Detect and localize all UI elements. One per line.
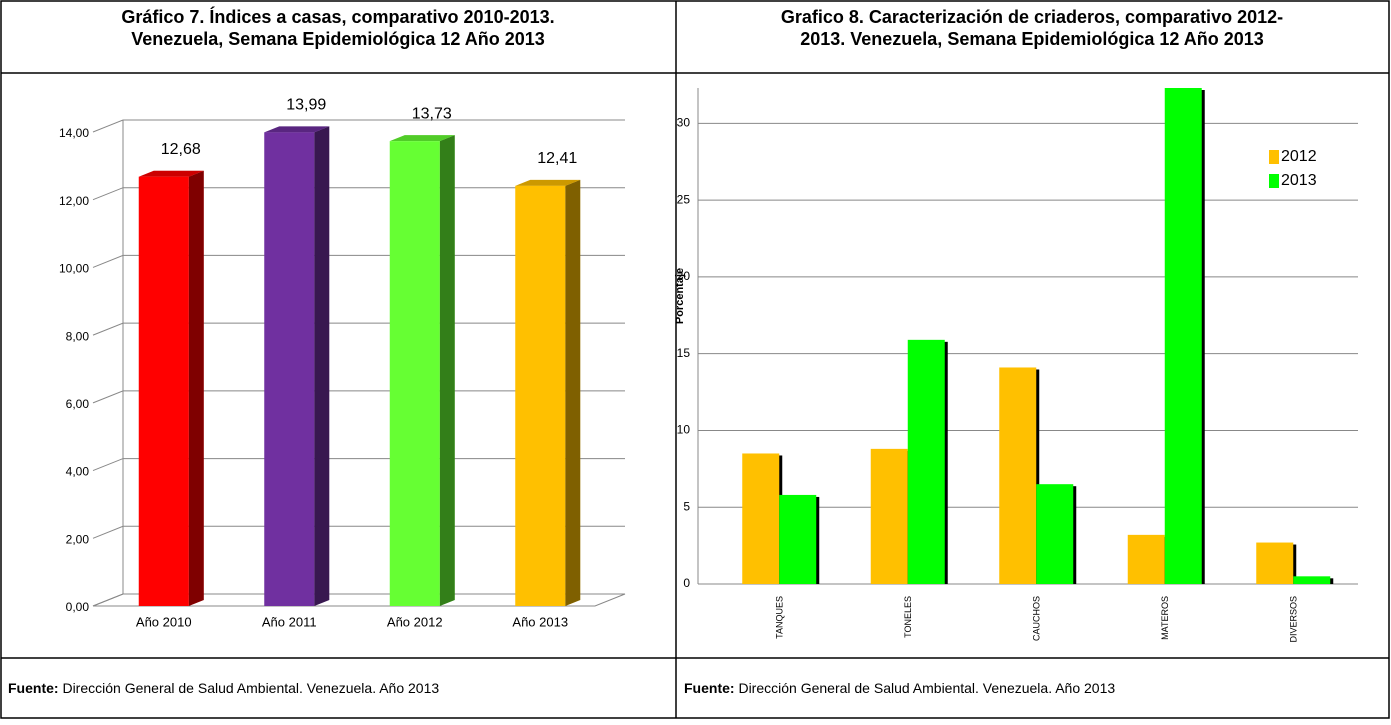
bar [1164, 88, 1202, 584]
bar-front [138, 176, 189, 607]
x-tick-label: Año 2013 [512, 614, 568, 629]
y-axis-label: Porcentaje [674, 268, 686, 324]
source-label: Fuente: [8, 680, 59, 696]
legend-swatch [1269, 174, 1279, 188]
x-tick-label: CAUCHOS [1032, 596, 1042, 641]
y-tick-label: 12,00 [59, 194, 89, 208]
x-tick-label: TANQUES [775, 596, 785, 639]
y-tick-label: 20 [677, 269, 691, 283]
bar-top [138, 170, 204, 177]
bar [999, 367, 1037, 584]
y-tick-label: 6,00 [66, 397, 90, 411]
bar-top-shade [515, 179, 581, 186]
source-text: Dirección General de Salud Ambiental. Ve… [62, 680, 439, 696]
bar [389, 135, 455, 607]
bar [907, 339, 945, 584]
y-tick-label: 5 [683, 499, 690, 513]
y-tick-label: 4,00 [66, 465, 90, 479]
bar [264, 126, 330, 607]
bar [742, 453, 780, 584]
bar [1256, 542, 1294, 584]
bar-front [389, 141, 440, 607]
bar [870, 448, 908, 584]
data-label: 12,41 [537, 150, 577, 167]
y-tick-label: 0,00 [66, 600, 90, 614]
chart-title: Gráfico 7. Índices a casas, comparativo … [121, 6, 554, 27]
bar-top-shade [138, 170, 204, 177]
source-label: Fuente: [684, 680, 735, 696]
y-tick-label: 25 [677, 192, 691, 206]
legend-swatch [1269, 150, 1279, 164]
bar-side-shade [565, 179, 581, 606]
legend-label: 2013 [1281, 172, 1317, 189]
data-label: 13,99 [286, 97, 326, 114]
source: Fuente: Dirección General de Salud Ambie… [8, 680, 439, 696]
y-tick-label: 15 [677, 346, 691, 360]
x-tick-label: DIVERSOS [1289, 596, 1299, 643]
bar-top-shade [389, 135, 455, 142]
bar-top [389, 135, 455, 142]
bar [1036, 484, 1074, 584]
grid-line [92, 119, 625, 133]
chart-title: Grafico 8. Caracterización de criaderos,… [781, 7, 1283, 27]
y-tick-label: 2,00 [66, 532, 90, 546]
bar-side-shade [188, 170, 204, 607]
bar-side-shade [314, 126, 330, 607]
chart-title: Venezuela, Semana Epidemiológica 12 Año … [131, 29, 545, 49]
bar-top-shade [264, 126, 330, 133]
y-tick-label: 10 [677, 423, 691, 437]
source: Fuente: Dirección General de Salud Ambie… [684, 680, 1115, 696]
legend-label: 2012 [1281, 148, 1317, 165]
bar [779, 494, 817, 584]
bar [138, 170, 204, 607]
data-label: 13,73 [412, 105, 452, 122]
x-tick-label: Año 2012 [387, 614, 443, 629]
y-tick-label: 14,00 [59, 126, 89, 140]
bar [1127, 534, 1165, 584]
bar-top [515, 179, 581, 186]
bar-top [264, 126, 330, 133]
bar [1293, 576, 1331, 584]
data-label: 12,68 [161, 141, 201, 158]
x-tick-label: Año 2010 [136, 614, 192, 629]
source-text: Dirección General de Salud Ambiental. Ve… [738, 680, 1115, 696]
bar-side-shade [439, 135, 455, 607]
y-tick-label: 10,00 [59, 262, 89, 276]
bar [515, 179, 581, 606]
y-tick-label: 8,00 [66, 329, 90, 343]
chart-title: 2013. Venezuela, Semana Epidemiológica 1… [800, 29, 1264, 49]
x-tick-label: Año 2011 [262, 614, 317, 629]
y-tick-label: 30 [677, 115, 691, 129]
x-tick-label: TONELES [903, 596, 913, 638]
y-tick-label: 0 [683, 576, 690, 590]
bar-front [264, 132, 315, 607]
bar-front [515, 185, 566, 606]
x-tick-label: MATEROS [1160, 596, 1170, 640]
